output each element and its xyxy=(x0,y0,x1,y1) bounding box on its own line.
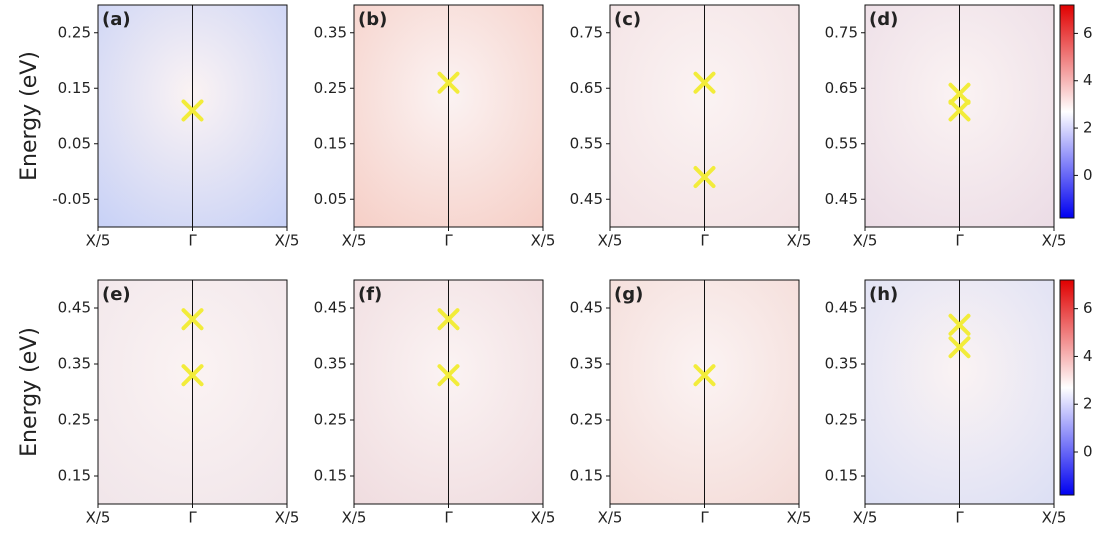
y-tick-label: 0.15 xyxy=(58,467,91,485)
dirac-point xyxy=(948,336,971,359)
x-tick-label: X/5 xyxy=(86,232,111,250)
panel-label: (f) xyxy=(358,284,382,305)
y-tick-label: -0.05 xyxy=(52,190,91,208)
dirac-point xyxy=(437,71,460,94)
x-tick-label: X/5 xyxy=(787,509,812,527)
dirac-point xyxy=(437,364,460,387)
dirac-point xyxy=(181,99,204,122)
y-tick-label: 0.35 xyxy=(58,355,91,373)
x-tick-label: X/5 xyxy=(531,509,556,527)
x-tick-label: X/5 xyxy=(86,509,111,527)
y-tick-label: 0.05 xyxy=(58,134,91,152)
y-axis-label: Energy (eV) xyxy=(17,327,42,457)
y-tick-label: 0.45 xyxy=(570,190,603,208)
x-tick-label: X/5 xyxy=(275,509,300,527)
y-tick-label: 0.25 xyxy=(570,411,603,429)
y-tick-label: 0.15 xyxy=(58,79,91,97)
x-tick-label: Γ xyxy=(444,509,453,527)
dirac-point xyxy=(693,166,716,189)
y-tick-label: 0.65 xyxy=(825,79,858,97)
y-tick-label: 0.35 xyxy=(825,355,858,373)
x-tick-label: Γ xyxy=(444,232,453,250)
y-tick-label: 0.35 xyxy=(570,355,603,373)
y-tick-label: 0.45 xyxy=(58,299,91,317)
colorbar-tick-label: 6 xyxy=(1083,299,1093,317)
dirac-point xyxy=(948,99,971,122)
y-tick-label: 0.25 xyxy=(58,23,91,41)
colorbar-tick-label: 6 xyxy=(1083,24,1093,42)
x-tick-label: Γ xyxy=(188,232,197,250)
panel-label: (h) xyxy=(869,284,898,305)
colorbar-tick-label: 2 xyxy=(1083,119,1093,137)
y-tick-label: 0.55 xyxy=(825,134,858,152)
colorbar xyxy=(1059,279,1075,496)
y-tick-label: 0.25 xyxy=(825,411,858,429)
y-tick-label: 0.45 xyxy=(825,299,858,317)
y-tick-label: 0.65 xyxy=(570,79,603,97)
y-tick-label: 0.15 xyxy=(570,467,603,485)
x-tick-label: Γ xyxy=(955,509,964,527)
dirac-point xyxy=(437,308,460,331)
dirac-point xyxy=(948,82,971,105)
x-tick-label: X/5 xyxy=(787,232,812,250)
x-tick-label: X/5 xyxy=(531,232,556,250)
y-tick-label: 0.45 xyxy=(570,299,603,317)
x-tick-label: X/5 xyxy=(1042,232,1067,250)
x-tick-label: Γ xyxy=(700,509,709,527)
y-tick-label: 0.35 xyxy=(314,355,347,373)
panel-label: (c) xyxy=(614,9,641,30)
x-tick-label: X/5 xyxy=(853,232,878,250)
y-tick-label: 0.15 xyxy=(314,134,347,152)
x-tick-label: Γ xyxy=(700,232,709,250)
y-tick-label: 0.55 xyxy=(570,134,603,152)
x-tick-label: Γ xyxy=(188,509,197,527)
panel-label: (a) xyxy=(102,9,131,30)
y-axis-label: Energy (eV) xyxy=(17,51,42,181)
y-tick-label: 0.25 xyxy=(314,411,347,429)
y-tick-label: 0.35 xyxy=(314,23,347,41)
dirac-point xyxy=(693,364,716,387)
y-tick-label: 0.15 xyxy=(825,467,858,485)
y-tick-label: 0.25 xyxy=(314,79,347,97)
dirac-point xyxy=(693,71,716,94)
panel-label: (e) xyxy=(102,284,131,305)
y-tick-label: 0.75 xyxy=(825,23,858,41)
panel-label: (d) xyxy=(869,9,898,30)
colorbar-tick-label: 4 xyxy=(1083,347,1093,365)
x-tick-label: X/5 xyxy=(598,232,623,250)
colorbar xyxy=(1059,4,1075,219)
y-tick-label: 0.05 xyxy=(314,190,347,208)
dirac-point xyxy=(181,364,204,387)
y-tick-label: 0.45 xyxy=(314,299,347,317)
panel-label: (g) xyxy=(614,284,643,305)
y-tick-label: 0.75 xyxy=(570,23,603,41)
colorbar-tick-label: 0 xyxy=(1083,166,1093,184)
x-tick-label: X/5 xyxy=(853,509,878,527)
x-tick-label: X/5 xyxy=(1042,509,1067,527)
y-tick-label: 0.45 xyxy=(825,190,858,208)
colorbar-tick-label: 0 xyxy=(1083,443,1093,461)
x-tick-label: X/5 xyxy=(342,232,367,250)
x-tick-label: X/5 xyxy=(275,232,300,250)
colorbar-tick-label: 2 xyxy=(1083,395,1093,413)
dirac-point xyxy=(181,308,204,331)
panel-label: (b) xyxy=(358,9,387,30)
x-tick-label: Γ xyxy=(955,232,964,250)
y-tick-label: 0.25 xyxy=(58,411,91,429)
dirac-point xyxy=(948,313,971,336)
x-tick-label: X/5 xyxy=(598,509,623,527)
y-tick-label: 0.15 xyxy=(314,467,347,485)
x-tick-label: X/5 xyxy=(342,509,367,527)
colorbar-tick-label: 4 xyxy=(1083,71,1093,89)
